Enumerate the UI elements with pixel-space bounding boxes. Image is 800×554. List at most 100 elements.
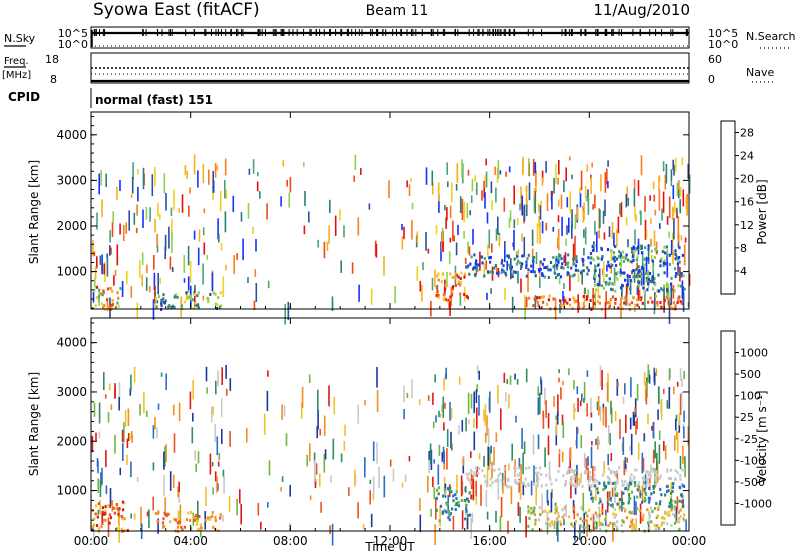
heatmap-cell (577, 302, 580, 306)
heatmap-cell (97, 502, 100, 506)
heatmap-cell (406, 392, 409, 398)
heatmap-cell (650, 238, 652, 247)
heatmap-cell (439, 413, 442, 418)
heatmap-cell (100, 472, 102, 488)
heatmap-cell (555, 261, 557, 267)
heatmap-cell (627, 487, 630, 491)
heatmap-cell (581, 519, 585, 523)
heatmap-cell (682, 445, 684, 464)
heatmap-cell (652, 486, 655, 490)
heatmap-cell (604, 515, 608, 519)
heatmap-cell (670, 288, 673, 292)
heatmap-cell (627, 501, 630, 505)
heatmap-cell (662, 264, 665, 268)
heatmap-cell (466, 497, 469, 501)
heatmap-cell (614, 297, 617, 301)
heatmap-cell (680, 284, 683, 288)
heatmap-cell (650, 249, 653, 253)
heatmap-cell (522, 481, 525, 496)
heatmap-cell (629, 497, 632, 500)
heatmap-cell (673, 386, 675, 395)
heatmap-cell (678, 499, 681, 503)
heatmap-cell (660, 523, 663, 527)
heatmap-cell (670, 169, 673, 182)
heatmap-cell (315, 463, 318, 475)
heatmap-cell (406, 180, 408, 188)
heatmap-cell (677, 271, 680, 275)
heatmap-cell (596, 487, 599, 491)
heatmap-cell (480, 484, 482, 506)
heatmap-cell (130, 513, 132, 519)
heatmap-cell (437, 486, 441, 490)
heatmap-cell (605, 406, 607, 428)
heatmap-cell (614, 255, 617, 259)
heatmap-cell (612, 251, 615, 255)
heatmap-cell (95, 296, 98, 300)
heatmap-cell (444, 298, 447, 301)
heatmap-cell (466, 514, 470, 518)
heatmap-cell (114, 383, 116, 399)
heatmap-cell (590, 256, 593, 260)
heatmap-cell (609, 521, 612, 525)
heatmap-cell (678, 256, 681, 259)
heatmap-cell (502, 484, 504, 494)
heatmap-cell (536, 300, 539, 304)
heatmap-cell (143, 391, 145, 414)
heatmap-cell (633, 179, 636, 191)
heatmap-cell (111, 289, 114, 293)
heatmap-cell (598, 268, 601, 287)
heatmap-cell (403, 385, 405, 403)
heatmap-cell (163, 475, 165, 496)
heatmap-cell (609, 298, 612, 302)
heatmap-cell (624, 480, 627, 484)
heatmap-cell (552, 265, 555, 269)
heatmap-cell (519, 481, 522, 500)
heatmap-cell (483, 274, 486, 278)
heatmap-cell (212, 291, 215, 295)
heatmap-cell (108, 513, 112, 517)
heatmap-cell (119, 223, 121, 235)
heatmap-cell (593, 478, 597, 482)
heatmap-cell (681, 392, 683, 410)
heatmap-cell (518, 479, 521, 483)
heatmap-cell (624, 296, 627, 300)
heatmap-cell (435, 496, 438, 500)
heatmap-cell (614, 513, 618, 517)
heatmap-cell (610, 400, 612, 415)
heatmap-cell (494, 166, 496, 176)
heatmap-cell (646, 377, 648, 398)
heatmap-cell (468, 419, 470, 425)
heatmap-cell (631, 479, 634, 483)
heatmap-cell (123, 422, 125, 443)
heatmap-cell (663, 294, 665, 313)
heatmap-cell (634, 303, 636, 312)
heatmap-cell (629, 417, 632, 430)
heatmap-cell (558, 449, 561, 454)
heatmap-cell (472, 479, 475, 501)
heatmap-cell (563, 296, 565, 306)
heatmap-cell (473, 473, 476, 477)
heatmap-cell (513, 219, 516, 229)
heatmap-cell (110, 404, 113, 410)
heatmap-cell (105, 173, 107, 187)
heatmap-cell (554, 276, 558, 280)
heatmap-cell (494, 264, 497, 267)
heatmap-cell (671, 506, 674, 510)
heatmap-cell (633, 484, 637, 488)
heatmap-cell (640, 245, 643, 249)
heatmap-cell (555, 258, 558, 262)
heatmap-cell (589, 299, 592, 303)
heatmap-cell (217, 461, 220, 467)
heatmap-cell (672, 250, 674, 265)
heatmap-cell (678, 295, 681, 299)
heatmap-cell (448, 512, 451, 516)
heatmap-cell (612, 257, 615, 261)
heatmap-cell (593, 518, 596, 522)
heatmap-cell (537, 203, 540, 213)
heatmap-cell (635, 518, 637, 531)
heatmap-cell (333, 396, 336, 415)
heatmap-cell (97, 509, 100, 515)
heatmap-cell (668, 231, 670, 238)
heatmap-cell (631, 518, 634, 522)
heatmap-cell (642, 515, 645, 519)
